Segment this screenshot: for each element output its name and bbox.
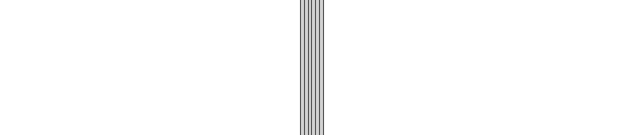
Bar [300, 0, 323, 135]
